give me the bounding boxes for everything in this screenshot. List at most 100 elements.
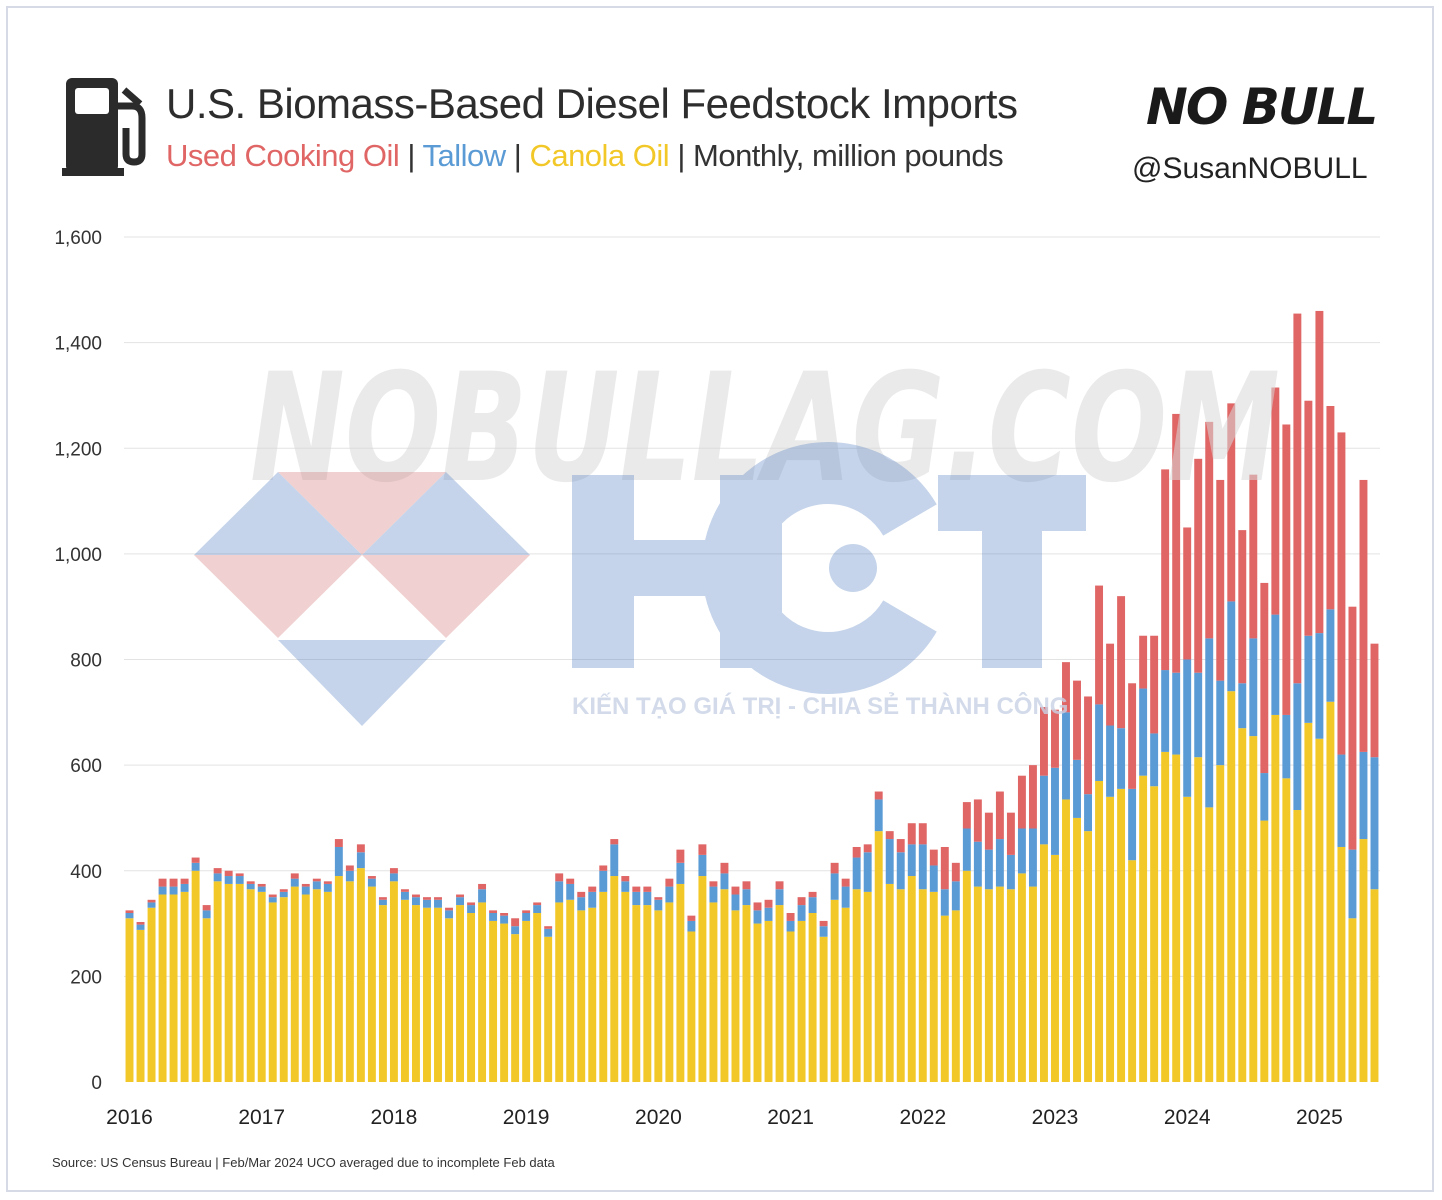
bar-segment <box>566 883 575 900</box>
bar-segment <box>929 865 938 892</box>
bar-segment <box>874 831 883 1082</box>
bar-segment <box>1117 788 1126 1082</box>
bar-segment <box>400 899 409 1082</box>
bar-segment <box>709 886 718 903</box>
bar-segment <box>467 905 476 913</box>
bar-segment <box>1249 474 1258 639</box>
x-tick-label: 2016 <box>106 1106 153 1129</box>
bar-segment <box>1150 786 1159 1082</box>
bar-segment <box>125 910 134 913</box>
bar-segment <box>1227 691 1236 1082</box>
bar-segment <box>775 905 784 1082</box>
bar-segment <box>257 886 266 892</box>
bar-segment <box>1062 712 1070 800</box>
chart-subtitle: Used Cooking Oil | Tallow | Canola Oil |… <box>166 138 1004 174</box>
bar-segment <box>742 889 751 906</box>
bar-segment <box>1128 788 1137 861</box>
bar-segment <box>1095 780 1104 1082</box>
bar-segment <box>918 823 927 845</box>
bar-segment <box>951 881 960 911</box>
bar-segment <box>544 928 553 937</box>
x-tick-label: 2017 <box>238 1106 285 1129</box>
bar-segment <box>720 862 729 874</box>
bar-segment <box>1017 775 1026 829</box>
bar-segment <box>599 865 608 871</box>
bar-segment <box>896 852 905 890</box>
bar-segment <box>467 902 476 906</box>
bar-segment <box>1304 635 1313 723</box>
bar-segment <box>797 905 806 921</box>
legend-canola: Canola Oil <box>529 138 670 173</box>
bar-segment <box>896 889 905 1082</box>
bar-segment <box>147 899 156 903</box>
bar-segment <box>345 865 354 871</box>
bar-segment <box>1315 633 1324 739</box>
bar-segment <box>246 881 255 884</box>
bar-segment <box>367 876 376 879</box>
bar-segment <box>136 921 145 925</box>
bar-segment <box>621 876 630 882</box>
bar-segment <box>643 886 652 892</box>
bar-segment <box>235 873 244 877</box>
bar-segment <box>235 883 244 1082</box>
bar-segment <box>1238 683 1247 729</box>
bar-segment <box>731 886 740 895</box>
bar-segment <box>345 881 354 1082</box>
bar-segment <box>1205 421 1214 639</box>
bar-segment <box>885 831 894 840</box>
bar-segment <box>1359 839 1368 1082</box>
bar-segment <box>1150 733 1159 787</box>
bar-segment <box>566 899 575 1082</box>
bar-segment <box>169 878 178 887</box>
bar-segment <box>1117 596 1126 729</box>
bar-segment <box>610 839 619 845</box>
bar-segment <box>940 915 949 1082</box>
bar-segment <box>191 870 200 1082</box>
bar-segment <box>312 889 321 1082</box>
bar-segment <box>742 905 751 1082</box>
bar-segment <box>1028 828 1037 887</box>
bar-segment <box>412 897 420 906</box>
bar-segment <box>555 902 564 1082</box>
bar-segment <box>940 846 949 890</box>
bar-segment <box>1282 714 1291 779</box>
bar-segment <box>1249 736 1258 1082</box>
bar-segment <box>577 897 586 911</box>
bar-segment <box>1017 873 1026 1082</box>
bar-segment <box>125 918 134 1082</box>
bar-segment <box>1304 400 1313 636</box>
bar-segment <box>367 878 376 887</box>
bar-segment <box>456 905 464 1082</box>
bar-segment <box>345 870 354 882</box>
bar-segment <box>290 873 299 879</box>
bar-segment <box>1271 387 1280 615</box>
bar-segment <box>1139 635 1148 689</box>
bar-segment <box>1216 479 1225 681</box>
bar-segment <box>753 910 762 924</box>
bar-segment <box>224 870 233 877</box>
bar-segment <box>1183 527 1192 660</box>
legend-separator: | <box>513 138 522 173</box>
y-tick-label: 1,600 <box>54 228 102 249</box>
bar-segment <box>709 902 718 1082</box>
bar-segment <box>489 910 498 913</box>
bar-segment <box>456 897 464 906</box>
bar-segment <box>1040 844 1048 1082</box>
bar-segment <box>830 862 839 874</box>
bar-segment <box>533 913 542 1082</box>
bar-segment <box>995 886 1004 1082</box>
bar-segment <box>1161 670 1170 752</box>
y-tick-label: 800 <box>70 651 102 672</box>
brand-handle: @SusanNOBULL <box>1132 152 1368 185</box>
bar-segment <box>1315 738 1324 1082</box>
bar-segment <box>1205 807 1214 1083</box>
bar-segment <box>356 852 365 869</box>
bar-segment <box>279 897 288 1082</box>
bar-segment <box>676 862 685 884</box>
bar-segment <box>654 910 663 1082</box>
bar-segment <box>257 883 266 887</box>
bar-segment <box>544 936 553 1082</box>
bar-segment <box>632 905 641 1082</box>
bar-segment <box>389 873 398 882</box>
bar-segment <box>400 889 409 892</box>
